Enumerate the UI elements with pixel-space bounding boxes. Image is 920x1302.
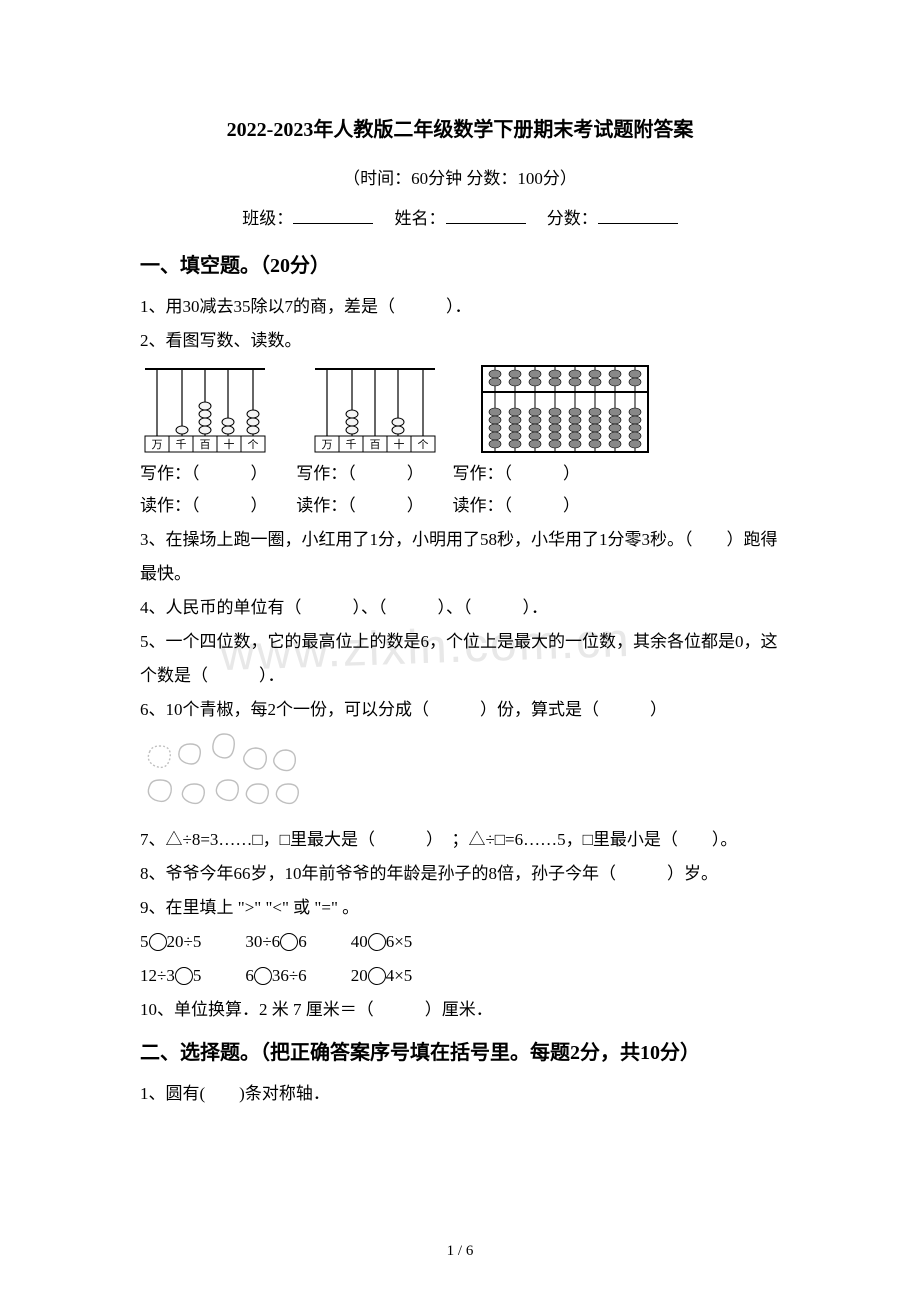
circle-blank-icon <box>149 933 167 951</box>
abacus-images-row: 万 千 百 十 个 万 千 百 十 <box>140 364 780 454</box>
c2a: 12÷3 <box>140 966 175 985</box>
svg-text:百: 百 <box>200 439 211 451</box>
question-2: 2、看图写数、读数。 <box>140 324 780 358</box>
read-3: 读作：（ ） <box>453 490 581 522</box>
circle-blank-icon <box>175 967 193 985</box>
circle-blank-icon <box>280 933 298 951</box>
svg-text:个: 个 <box>248 438 259 451</box>
c2c: 20 <box>351 966 368 985</box>
question-6: 6、10个青椒，每2个一份，可以分成（ ）份，算式是（ ） <box>140 693 780 727</box>
c1ax: 20÷5 <box>167 932 202 951</box>
read-1: 读作：（ ） <box>140 490 268 522</box>
page-content: 2022-2023年人教版二年级数学下册期末考试题附答案 （时间：60分钟 分数… <box>140 110 780 1111</box>
write-2: 写作：（ ） <box>296 458 424 490</box>
circle-blank-icon <box>368 933 386 951</box>
question-10: 10、单位换算．2 米 7 厘米＝（ ）厘米． <box>140 993 780 1027</box>
question-8: 8、爷爷今年66岁，10年前爷爷的年龄是孙子的8倍，孙子今年（ ）岁。 <box>140 857 780 891</box>
name-label: 姓名： <box>395 209 446 228</box>
student-info-line: 班级： 姓名： 分数： <box>140 202 780 236</box>
c1cx: 6×5 <box>386 932 413 951</box>
section2-heading: 二、选择题。（把正确答案序号填在括号里。每题2分，共10分） <box>140 1033 780 1073</box>
c1b: 30÷6 <box>245 932 280 951</box>
name-blank <box>446 206 526 224</box>
question-2-1: 1、圆有( )条对称轴． <box>140 1077 780 1111</box>
write-3: 写作：（ ） <box>453 458 581 490</box>
read-row: 读作：（ ） 读作：（ ） 读作：（ ） <box>140 490 780 522</box>
question-9: 9、在里填上 ">" "<" 或 "=" 。 <box>140 891 780 925</box>
score-label: 分数： <box>547 209 598 228</box>
circle-blank-icon <box>254 967 272 985</box>
c2ax: 5 <box>193 966 202 985</box>
svg-text:十: 十 <box>224 437 235 451</box>
page-title: 2022-2023年人教版二年级数学下册期末考试题附答案 <box>140 110 780 150</box>
abacus-2-icon: 万 千 百 十 个 <box>310 364 440 454</box>
c2cx: 4×5 <box>386 966 413 985</box>
class-blank <box>293 206 373 224</box>
read-2: 读作：（ ） <box>296 490 424 522</box>
question-3: 3、在操场上跑一圈，小红用了1分，小明用了58秒，小华用了1分零3秒。（ ）跑得… <box>140 523 780 591</box>
class-label: 班级： <box>242 209 293 228</box>
c1c: 40 <box>351 932 368 951</box>
score-blank <box>598 206 678 224</box>
svg-text:千: 千 <box>346 438 357 451</box>
c1bx: 6 <box>298 932 307 951</box>
svg-text:个: 个 <box>418 438 429 451</box>
peppers-image-icon <box>140 731 300 807</box>
c2bx: 36÷6 <box>272 966 307 985</box>
time-score-line: （时间：60分钟 分数：100分） <box>140 162 780 196</box>
compare-row-2: 12÷3 5 6 36÷6 20 4×5 <box>140 959 780 993</box>
page-number: 1 / 6 <box>0 1236 920 1266</box>
svg-text:百: 百 <box>370 439 381 451</box>
c2b: 6 <box>245 966 254 985</box>
c1a: 5 <box>140 932 149 951</box>
question-5: 5、一个四位数，它的最高位上的数是6，个位上是最大的一位数，其余各位都是0，这个… <box>140 625 780 693</box>
svg-text:千: 千 <box>176 438 187 451</box>
write-row: 写作：（ ） 写作：（ ） 写作：（ ） <box>140 458 780 490</box>
section1-heading: 一、填空题。（20分） <box>140 246 780 286</box>
question-4: 4、人民币的单位有（ ）、（ ）、（ ）． <box>140 591 780 625</box>
abacus-3-icon <box>480 364 650 454</box>
circle-blank-icon <box>368 967 386 985</box>
question-1: 1、用30减去35除以7的商，差是（ ）． <box>140 290 780 324</box>
svg-text:万: 万 <box>322 439 333 451</box>
abacus-1-icon: 万 千 百 十 个 <box>140 364 270 454</box>
svg-text:万: 万 <box>152 439 163 451</box>
svg-text:十: 十 <box>394 437 405 451</box>
compare-row-1: 5 20÷5 30÷6 6 40 6×5 <box>140 925 780 959</box>
question-7: 7、△÷8=3……□，□里最大是（ ） ；△÷□=6……5，□里最小是（ ）。 <box>140 823 780 857</box>
write-1: 写作：（ ） <box>140 458 268 490</box>
